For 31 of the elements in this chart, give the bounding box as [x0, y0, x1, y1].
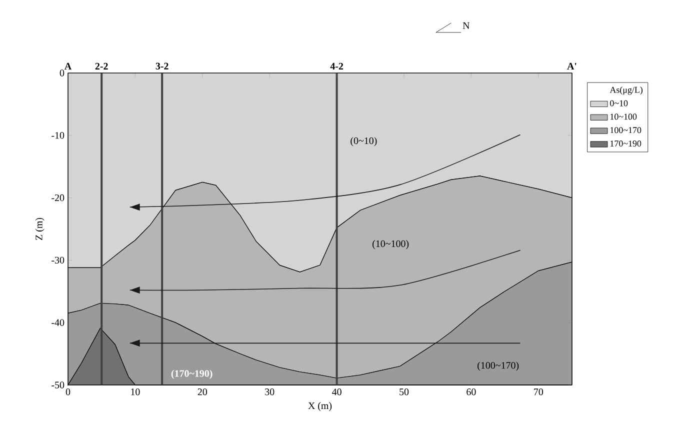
text: 2-2 — [95, 62, 108, 70]
x-tick-label: 10 — [131, 388, 140, 396]
y-axis-title: Z (m) — [35, 218, 44, 240]
x-tick-label: 30 — [265, 388, 274, 396]
legend-label: 0~10 — [610, 100, 628, 106]
x-tick-label: 0 — [66, 388, 70, 396]
legend-title: As(μg/L) — [610, 86, 643, 95]
annotation: (0~10) — [350, 137, 377, 146]
x-axis-title: X (m) — [308, 402, 332, 412]
y-tick-label: -20 — [52, 194, 64, 202]
legend-label: 10~100 — [610, 114, 637, 120]
text: N — [462, 22, 470, 29]
x-tick-label: 50 — [400, 388, 409, 396]
text: 3-2 — [156, 62, 168, 70]
legend-label: 100~170 — [610, 127, 642, 134]
x-tick-label: 40 — [332, 388, 342, 396]
annotation: (10~100) — [372, 240, 409, 250]
y-tick-label: 0 — [60, 70, 64, 76]
y-tick-label: -50 — [52, 382, 64, 388]
annotation: (170~190) — [171, 370, 212, 379]
y-tick-label: -30 — [52, 256, 64, 264]
legend-label: 170~190 — [610, 140, 642, 147]
x-tick-label: 60 — [466, 388, 476, 396]
x-tick-label: 70 — [534, 388, 544, 396]
text: A — [64, 62, 72, 70]
text: A' — [567, 62, 576, 70]
x-tick-label: 20 — [198, 388, 208, 396]
annotation: (100~170) — [478, 362, 519, 371]
y-tick-label: -40 — [52, 319, 64, 326]
text: 4-2 — [330, 62, 344, 70]
y-tick-label: -10 — [52, 132, 64, 139]
